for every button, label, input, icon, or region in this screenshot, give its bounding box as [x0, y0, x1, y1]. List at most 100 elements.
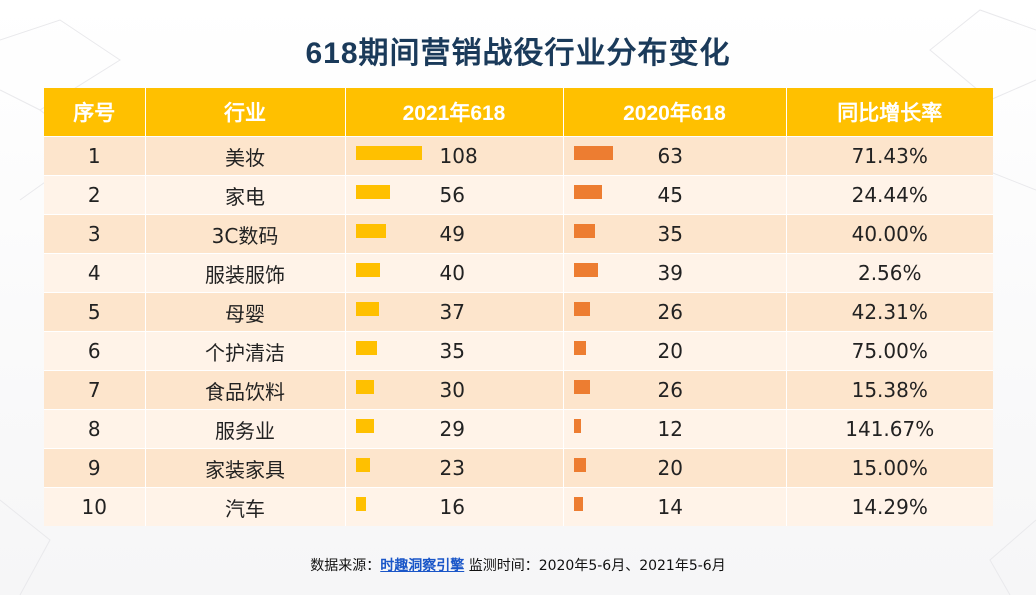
bar-2021 [355, 341, 377, 355]
industry-cell: 服装服饰 [145, 253, 346, 293]
value-cell-2021: 37 [345, 292, 564, 332]
rank-cell: 10 [44, 487, 146, 526]
footer-prefix: 数据来源： [310, 558, 381, 574]
growth-cell: 2.56% [786, 253, 993, 293]
source-link[interactable]: 时趣洞察引擎 [380, 558, 465, 574]
value-label-2021: 56 [439, 183, 465, 207]
growth-cell: 15.00% [786, 448, 993, 488]
value-cell-2021: 108 [345, 136, 564, 176]
table-row: 3 3C数码 49 35 40.00% [44, 214, 993, 254]
table-row: 4 服装服饰 40 39 2.56% [44, 253, 993, 293]
bar-2020 [573, 146, 613, 160]
growth-cell: 75.00% [786, 331, 993, 371]
bar-2021 [355, 263, 380, 277]
bar-2020 [573, 263, 598, 277]
value-label-2020: 39 [657, 261, 683, 285]
growth-cell: 71.43% [786, 136, 993, 176]
rank-cell: 6 [44, 331, 146, 371]
value-cell-2020: 14 [563, 487, 787, 526]
growth-cell: 24.44% [786, 175, 993, 215]
value-cell-2020: 39 [563, 253, 787, 293]
value-label-2020: 14 [657, 495, 683, 519]
value-label-2020: 45 [657, 183, 683, 207]
value-cell-2020: 63 [563, 136, 787, 176]
header-growth: 同比增长率 [786, 88, 993, 137]
bar-2020 [573, 458, 586, 472]
footer: 数据来源：时趣洞察引擎 监测时间：2020年5-6月、2021年5-6月 [0, 555, 1036, 575]
value-cell-2021: 40 [345, 253, 564, 293]
value-cell-2021: 30 [345, 370, 564, 410]
page-title: 618期间营销战役行业分布变化 [305, 37, 731, 70]
value-label-2021: 35 [439, 339, 465, 363]
header-2021: 2021年618 [345, 88, 564, 137]
value-cell-2020: 45 [563, 175, 787, 215]
value-label-2020: 20 [657, 456, 683, 480]
value-label-2021: 29 [439, 417, 465, 441]
value-cell-2021: 49 [345, 214, 564, 254]
industry-cell: 服务业 [145, 409, 346, 449]
table-row: 2 家电 56 45 24.44% [44, 175, 993, 215]
industry-cell: 个护清洁 [145, 331, 346, 371]
footer-suffix: 监测时间：2020年5-6月、2021年5-6月 [464, 558, 726, 574]
table-row: 9 家装家具 23 20 15.00% [44, 448, 993, 488]
value-cell-2020: 26 [563, 370, 787, 410]
growth-cell: 42.31% [786, 292, 993, 332]
bar-2021 [355, 302, 379, 316]
header-industry: 行业 [145, 88, 346, 137]
value-label-2020: 26 [657, 378, 683, 402]
rank-cell: 2 [44, 175, 146, 215]
bar-2020 [573, 224, 595, 238]
value-cell-2020: 20 [563, 448, 787, 488]
value-label-2021: 16 [439, 495, 465, 519]
value-cell-2020: 35 [563, 214, 787, 254]
bar-2020 [573, 185, 602, 199]
value-label-2020: 63 [657, 144, 683, 168]
bar-2020 [573, 419, 581, 433]
table-row: 7 食品饮料 30 26 15.38% [44, 370, 993, 410]
value-cell-2020: 12 [563, 409, 787, 449]
table-row: 5 母婴 37 26 42.31% [44, 292, 993, 332]
industry-cell: 美妆 [145, 136, 346, 176]
industry-cell: 母婴 [145, 292, 346, 332]
rank-cell: 4 [44, 253, 146, 293]
growth-cell: 40.00% [786, 214, 993, 254]
industry-cell: 汽车 [145, 487, 346, 526]
header-row: 序号 行业 2021年618 2020年618 同比增长率 [44, 88, 993, 137]
value-label-2021: 49 [439, 222, 465, 246]
value-label-2020: 20 [657, 339, 683, 363]
value-label-2020: 12 [657, 417, 683, 441]
bar-2020 [573, 497, 583, 511]
industry-table: 序号 行业 2021年618 2020年618 同比增长率 1 美妆 108 63 71… [44, 88, 993, 526]
rank-cell: 1 [44, 136, 146, 176]
table-row: 10 汽车 16 14 14.29% [44, 487, 993, 526]
value-label-2021: 37 [439, 300, 465, 324]
bar-2021 [355, 458, 370, 472]
growth-cell: 14.29% [786, 487, 993, 526]
table-row: 1 美妆 108 63 71.43% [44, 136, 993, 176]
table-row: 8 服务业 29 12 141.67% [44, 409, 993, 449]
value-label-2020: 35 [657, 222, 683, 246]
value-cell-2020: 26 [563, 292, 787, 332]
value-cell-2021: 16 [345, 487, 564, 526]
bar-2021 [355, 146, 422, 160]
bar-2021 [355, 419, 374, 433]
industry-cell: 家电 [145, 175, 346, 215]
industry-cell: 食品饮料 [145, 370, 346, 410]
bar-2021 [355, 380, 374, 394]
bar-2020 [573, 380, 590, 394]
header-rank: 序号 [44, 88, 146, 137]
value-label-2021: 108 [439, 144, 478, 168]
bar-2021 [355, 224, 386, 238]
bar-2021 [355, 185, 390, 199]
rank-cell: 7 [44, 370, 146, 410]
rank-cell: 3 [44, 214, 146, 254]
bar-2020 [573, 302, 590, 316]
value-cell-2021: 23 [345, 448, 564, 488]
industry-cell: 家装家具 [145, 448, 346, 488]
value-cell-2021: 29 [345, 409, 564, 449]
value-label-2020: 26 [657, 300, 683, 324]
rank-cell: 5 [44, 292, 146, 332]
industry-cell: 3C数码 [145, 214, 346, 254]
growth-cell: 141.67% [786, 409, 993, 449]
value-cell-2020: 20 [563, 331, 787, 371]
